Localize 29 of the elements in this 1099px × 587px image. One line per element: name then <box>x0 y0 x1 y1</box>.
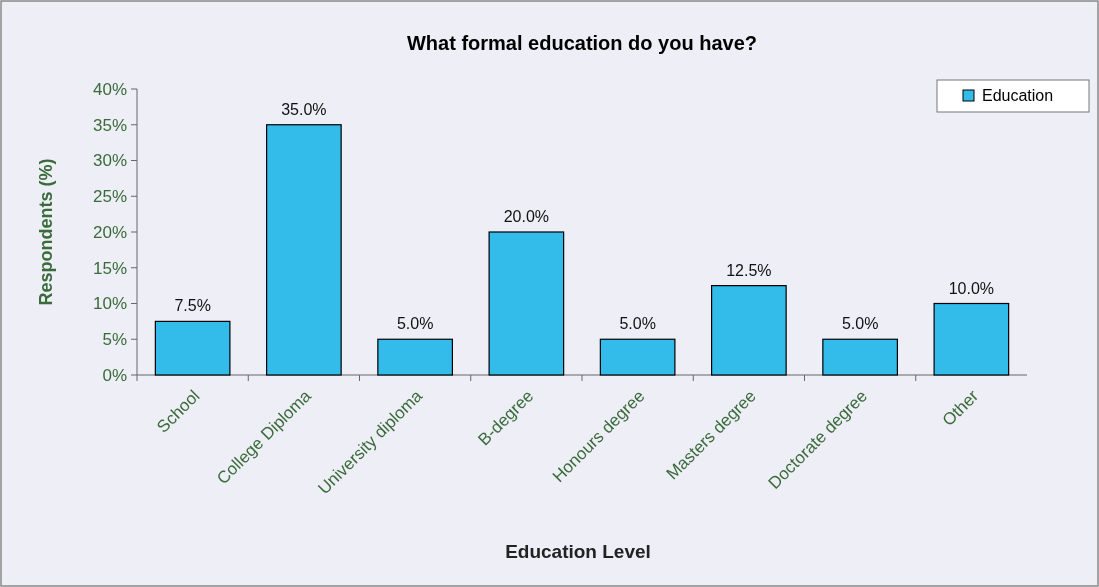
y-tick-label: 10% <box>92 294 127 314</box>
bar <box>933 302 1010 376</box>
bar <box>822 338 898 376</box>
bar <box>266 124 342 376</box>
y-tick-label: 40% <box>92 79 127 99</box>
y-tick-label: 35% <box>92 115 127 135</box>
y-tick-label: 15% <box>92 258 127 278</box>
bar <box>377 338 453 376</box>
y-tick-label: 20% <box>92 222 127 242</box>
data-label: 7.5% <box>174 297 211 315</box>
x-axis-title: Education Level <box>505 541 651 562</box>
bar <box>154 320 231 376</box>
legend-label: Education <box>982 87 1054 104</box>
data-label: 5.0% <box>619 315 656 333</box>
data-label: 10.0% <box>948 279 995 297</box>
y-tick-label: 5% <box>102 330 127 350</box>
data-label: 5.0% <box>841 315 879 333</box>
y-tick-label: 30% <box>92 151 127 171</box>
data-label: 12.5% <box>726 261 772 279</box>
data-label: 5.0% <box>396 315 434 333</box>
y-axis-title: Respondents (%) <box>36 158 56 306</box>
y-tick-label: 0% <box>102 365 127 385</box>
chart-title: What formal education do you have? <box>406 32 758 54</box>
data-label: 20.0% <box>503 208 550 225</box>
bar <box>711 285 787 376</box>
bar <box>488 231 565 376</box>
y-tick-label: 25% <box>92 187 127 207</box>
data-label: 35.0% <box>281 100 327 118</box>
bar <box>599 338 676 376</box>
